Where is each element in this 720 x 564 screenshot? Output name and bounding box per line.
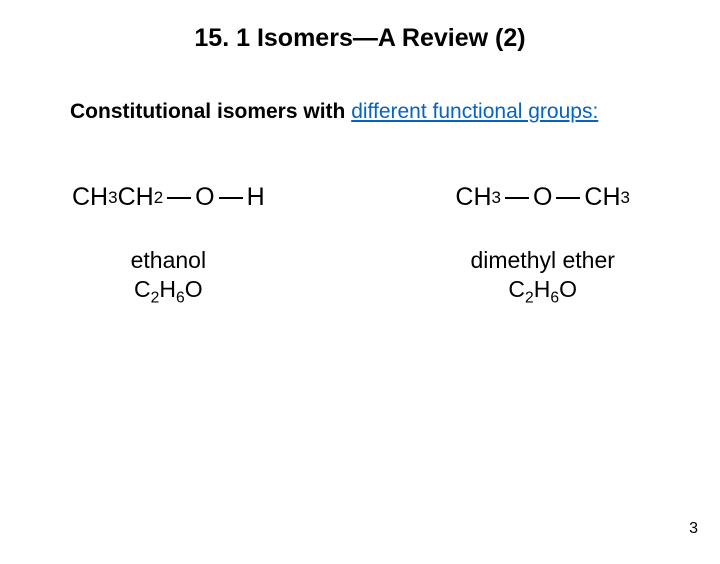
atom-text: CH [118, 183, 154, 212]
bond-line [505, 197, 529, 199]
atom-text: O [533, 183, 552, 212]
mf-part: H [159, 276, 176, 302]
atom-text: CH [584, 183, 620, 212]
label-block-right: dimethyl ether C2H6O [470, 246, 614, 304]
atom-text: H [247, 183, 265, 212]
subscript: 6 [176, 290, 185, 307]
mf-part: C [134, 276, 151, 302]
subscript: 6 [550, 290, 559, 307]
molecular-formula: C2H6O [470, 275, 614, 304]
bond-line [219, 197, 243, 199]
molecular-formula: C2H6O [131, 275, 206, 304]
atom-text: CH [455, 183, 491, 212]
mf-part: C [508, 276, 525, 302]
subscript: 2 [525, 290, 534, 307]
structural-formula-ethanol: CH3CH2 O H [72, 183, 265, 212]
molecule-right: CH3 O CH3 dimethyl ether C2H6O [455, 183, 630, 304]
subtitle-link: different functional groups: [351, 100, 598, 123]
compound-name: ethanol [131, 246, 206, 275]
slide-title: 15. 1 Isomers—A Review (2) [0, 24, 720, 53]
atom-text: CH [72, 183, 108, 212]
compound-name: dimethyl ether [470, 246, 614, 275]
mf-part: O [185, 276, 203, 302]
structural-formula-dimethyl-ether: CH3 O CH3 [455, 183, 630, 212]
page-number: 3 [689, 520, 698, 538]
label-block-left: ethanol C2H6O [131, 246, 206, 304]
bond-line [556, 197, 580, 199]
subtitle: Constitutional isomers with different fu… [70, 99, 650, 125]
subtitle-lead: Constitutional isomers with [70, 100, 351, 123]
bond-line [167, 197, 191, 199]
atom-text: O [195, 183, 214, 212]
molecule-left: CH3CH2 O H ethanol C2H6O [72, 183, 265, 304]
mf-part: H [534, 276, 551, 302]
molecule-row: CH3CH2 O H ethanol C2H6O CH3 O CH3 dimet… [0, 183, 720, 304]
mf-part: O [559, 276, 577, 302]
